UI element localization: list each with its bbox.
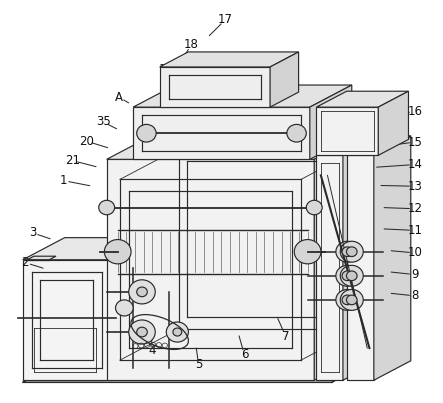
Circle shape: [129, 320, 155, 344]
Circle shape: [137, 125, 156, 142]
Polygon shape: [165, 129, 373, 349]
Polygon shape: [316, 131, 390, 155]
Polygon shape: [25, 304, 135, 320]
Circle shape: [137, 287, 148, 297]
Text: 35: 35: [96, 116, 110, 129]
Circle shape: [336, 241, 359, 262]
Circle shape: [105, 239, 131, 264]
Text: 7: 7: [282, 330, 289, 343]
Polygon shape: [23, 260, 111, 380]
Circle shape: [346, 295, 357, 305]
Circle shape: [346, 247, 357, 257]
Polygon shape: [378, 91, 408, 155]
Text: 10: 10: [408, 246, 422, 260]
Circle shape: [340, 289, 363, 310]
Text: 4: 4: [148, 345, 155, 357]
Polygon shape: [105, 304, 135, 380]
Text: 12: 12: [408, 202, 423, 215]
Circle shape: [173, 328, 182, 336]
Polygon shape: [107, 159, 314, 380]
Circle shape: [116, 300, 133, 316]
Text: 1: 1: [60, 174, 67, 187]
Polygon shape: [107, 129, 373, 159]
Circle shape: [294, 239, 321, 264]
Circle shape: [342, 271, 353, 280]
Polygon shape: [316, 91, 408, 107]
Polygon shape: [316, 107, 378, 155]
Text: 18: 18: [184, 38, 199, 51]
Polygon shape: [314, 129, 373, 380]
Text: 13: 13: [408, 180, 422, 193]
Circle shape: [287, 125, 306, 142]
Text: 6: 6: [241, 349, 248, 361]
Polygon shape: [270, 52, 299, 107]
Text: 15: 15: [408, 135, 422, 149]
Text: A: A: [115, 91, 123, 104]
Polygon shape: [347, 155, 374, 380]
Polygon shape: [159, 67, 270, 107]
Polygon shape: [133, 85, 352, 107]
Polygon shape: [111, 238, 153, 380]
Circle shape: [336, 265, 359, 286]
Polygon shape: [316, 155, 343, 380]
Circle shape: [340, 265, 363, 286]
Circle shape: [342, 247, 353, 257]
Circle shape: [129, 280, 155, 304]
Circle shape: [166, 322, 188, 342]
Circle shape: [336, 289, 359, 310]
Circle shape: [346, 271, 357, 280]
Polygon shape: [347, 136, 411, 155]
Polygon shape: [374, 136, 411, 380]
Circle shape: [306, 200, 322, 215]
Text: 20: 20: [79, 135, 94, 148]
Polygon shape: [159, 52, 299, 67]
Polygon shape: [133, 107, 310, 159]
Polygon shape: [27, 256, 56, 260]
Text: 21: 21: [65, 154, 80, 167]
Polygon shape: [23, 343, 408, 382]
Text: 11: 11: [408, 224, 423, 237]
Polygon shape: [343, 131, 390, 380]
Circle shape: [342, 295, 353, 305]
Text: 16: 16: [408, 105, 423, 118]
Text: 2: 2: [21, 256, 29, 269]
Text: 17: 17: [218, 13, 233, 27]
Text: 14: 14: [408, 158, 423, 171]
Circle shape: [99, 200, 115, 215]
Polygon shape: [25, 320, 105, 380]
Text: 3: 3: [29, 226, 36, 239]
Text: 8: 8: [411, 289, 419, 302]
Polygon shape: [310, 85, 352, 159]
Circle shape: [137, 327, 148, 337]
Text: 5: 5: [195, 357, 202, 371]
Text: 9: 9: [411, 268, 419, 281]
Text: 19: 19: [159, 63, 174, 76]
Polygon shape: [23, 238, 153, 260]
Circle shape: [340, 241, 363, 262]
